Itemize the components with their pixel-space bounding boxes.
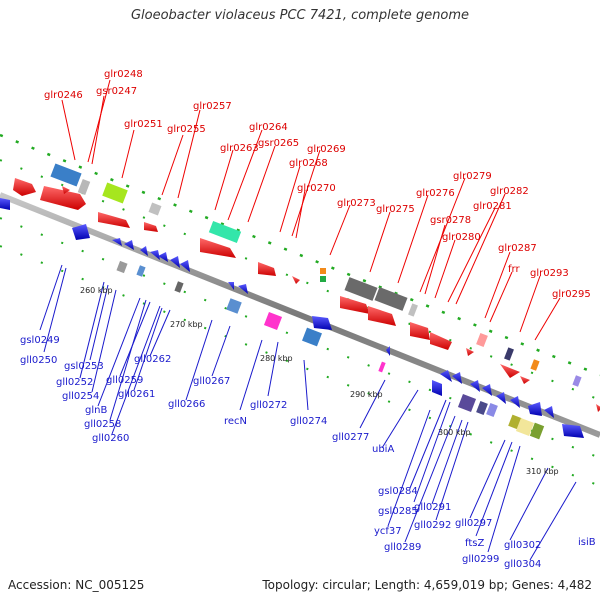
gene-label: glr0281	[473, 201, 512, 212]
gene-label: gsl0249	[20, 335, 60, 346]
gene-label: gll0266	[168, 399, 205, 410]
gene-label: gsl0284	[378, 486, 418, 497]
gene-label: gsr0247	[96, 86, 137, 97]
gene-label: gll0252	[56, 377, 93, 388]
scale-tick-label: 300 kbp	[438, 428, 471, 437]
gene-label: gsl0285	[378, 506, 418, 517]
scale-ticks: 260 kbp 270 kbp 280 kbp 290 kbp 300 kbp …	[80, 286, 559, 476]
gene-label: glr0293	[530, 268, 569, 279]
gene-label: glr0273	[337, 198, 376, 209]
gene-label: glr0248	[104, 69, 143, 80]
gene-label: gll0261	[118, 389, 155, 400]
gene-label: gll0254	[62, 391, 99, 402]
gene-label: glr0282	[490, 186, 529, 197]
gene-label: recN	[224, 416, 247, 427]
gene-label: gll0259	[106, 375, 143, 386]
gene-label: gll0289	[384, 542, 421, 553]
gene-label: gll0291	[414, 502, 451, 513]
forward-genes	[13, 178, 600, 412]
gene-label: gll0302	[504, 540, 541, 551]
scale-tick-label: 310 kbp	[526, 467, 559, 476]
scale-tick-label: 270 kbp	[170, 320, 203, 329]
top-gene-labels: glr0246 glr0248 gsr0247 glr0251 glr0255 …	[44, 69, 591, 300]
track-dashes-1	[0, 133, 600, 377]
gene-label: gll0258	[84, 419, 121, 430]
scale-tick-label: 290 kbp	[350, 390, 383, 399]
gene-label: glr0255	[167, 124, 206, 135]
gene-label: gll0274	[290, 416, 327, 427]
genome-summary: Topology: circular; Length: 4,659,019 bp…	[262, 578, 592, 592]
gene-label: gll0304	[504, 559, 541, 570]
gene-label: glr0268	[289, 158, 328, 169]
gene-label: glr0279	[453, 171, 492, 182]
gene-label: glr0275	[376, 204, 415, 215]
gene-label: isiB	[578, 537, 596, 548]
gene-label: glr0295	[552, 289, 591, 300]
gene-label: gll0250	[20, 355, 57, 366]
gene-label: ftsZ	[465, 538, 484, 549]
top-leader-lines	[61, 79, 561, 341]
gene-label: gll0260	[92, 433, 129, 444]
gene-label: glr0280	[442, 232, 481, 243]
gene-label: frr	[508, 264, 520, 275]
gene-label: gll0292	[414, 520, 451, 531]
gene-label: gsr0278	[430, 215, 471, 226]
gene-label: gll0262	[134, 354, 171, 365]
gene-label: glnB	[85, 405, 107, 416]
gene-label: glr0287	[498, 243, 537, 254]
gene-label: glr0264	[249, 122, 288, 133]
gene-label: gsr0265	[258, 138, 299, 149]
gene-label: gll0267	[193, 376, 230, 387]
bottom-leader-lines	[39, 264, 577, 561]
gene-label: gsl0253	[64, 361, 104, 372]
accession-text: Accession: NC_005125	[8, 578, 145, 592]
gene-label: glr0251	[124, 119, 163, 130]
scale-tick-label: 280 kbp	[260, 354, 293, 363]
other-features	[50, 163, 582, 440]
gene-label: glr0269	[307, 144, 346, 155]
gene-label: glr0276	[416, 188, 455, 199]
genome-title: Gloeobacter violaceus PCC 7421, complete…	[130, 8, 470, 23]
gene-label: gll0277	[332, 432, 369, 443]
gene-label: ubiA	[372, 444, 394, 455]
gene-label: glr0270	[297, 183, 336, 194]
reverse-genes	[0, 198, 584, 438]
gene-label: glr0257	[193, 101, 232, 112]
gene-label: ycf37	[374, 526, 402, 537]
scale-tick-label: 260 kbp	[80, 286, 113, 295]
gene-label: gll0297	[455, 518, 492, 529]
gene-label: glr0263	[220, 143, 259, 154]
gene-label: gll0272	[250, 400, 287, 411]
gene-label: gll0299	[462, 554, 499, 565]
bottom-gene-labels: gsl0249 gll0250 gll0252 gsl0253 gll0254 …	[20, 335, 596, 570]
gene-label: glr0246	[44, 90, 83, 101]
